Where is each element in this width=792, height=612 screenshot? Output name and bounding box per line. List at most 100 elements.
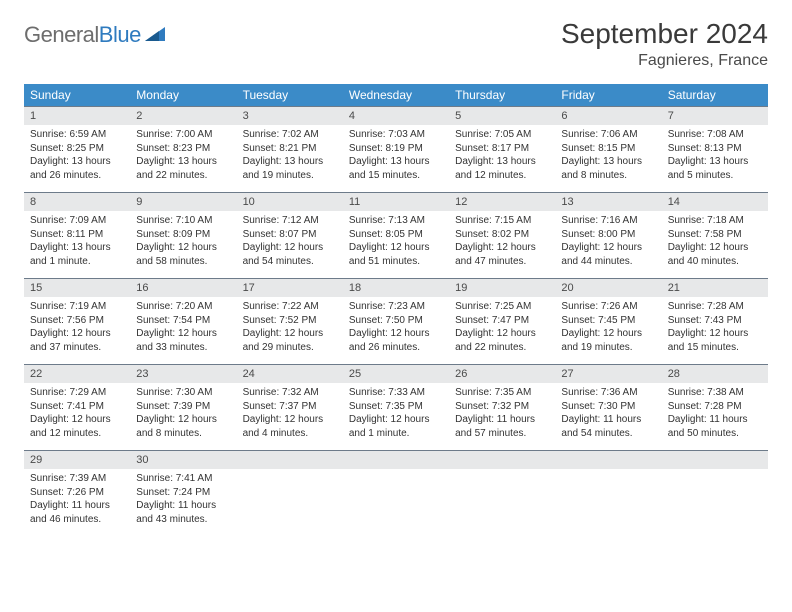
daylight-text: Daylight: 12 hours and 29 minutes.: [243, 327, 337, 354]
sunset-text: Sunset: 7:30 PM: [561, 400, 655, 414]
day-header-sunday: Sunday: [24, 84, 130, 106]
day-header-wednesday: Wednesday: [343, 84, 449, 106]
sunrise-text: Sunrise: 7:06 AM: [561, 128, 655, 142]
day-cell: 6Sunrise: 7:06 AMSunset: 8:15 PMDaylight…: [555, 106, 661, 192]
day-number: 30: [130, 450, 236, 469]
day-number: 20: [555, 278, 661, 297]
day-cell: 11Sunrise: 7:13 AMSunset: 8:05 PMDayligh…: [343, 192, 449, 278]
day-cell: 20Sunrise: 7:26 AMSunset: 7:45 PMDayligh…: [555, 278, 661, 364]
empty-cell: [662, 450, 768, 536]
day-body: Sunrise: 7:22 AMSunset: 7:52 PMDaylight:…: [237, 297, 343, 360]
daylight-text: Daylight: 12 hours and 51 minutes.: [349, 241, 443, 268]
sunrise-text: Sunrise: 7:35 AM: [455, 386, 549, 400]
sunset-text: Sunset: 8:02 PM: [455, 228, 549, 242]
sunset-text: Sunset: 7:50 PM: [349, 314, 443, 328]
daylight-text: Daylight: 12 hours and 19 minutes.: [561, 327, 655, 354]
sunset-text: Sunset: 8:15 PM: [561, 142, 655, 156]
sunset-text: Sunset: 7:54 PM: [136, 314, 230, 328]
calendar-table: SundayMondayTuesdayWednesdayThursdayFrid…: [24, 84, 768, 536]
daylight-text: Daylight: 13 hours and 8 minutes.: [561, 155, 655, 182]
sunrise-text: Sunrise: 7:08 AM: [668, 128, 762, 142]
empty-cell: [237, 450, 343, 536]
day-cell: 2Sunrise: 7:00 AMSunset: 8:23 PMDaylight…: [130, 106, 236, 192]
day-body: Sunrise: 7:03 AMSunset: 8:19 PMDaylight:…: [343, 125, 449, 188]
day-number: 11: [343, 192, 449, 211]
day-cell: 27Sunrise: 7:36 AMSunset: 7:30 PMDayligh…: [555, 364, 661, 450]
sunrise-text: Sunrise: 7:20 AM: [136, 300, 230, 314]
day-body: Sunrise: 7:23 AMSunset: 7:50 PMDaylight:…: [343, 297, 449, 360]
day-body: Sunrise: 7:36 AMSunset: 7:30 PMDaylight:…: [555, 383, 661, 446]
day-cell: 10 Sunrise: 7:12 AMSunset: 8:07 PMDayligh…: [237, 192, 343, 278]
day-body: Sunrise: 7:00 AMSunset: 8:23 PMDaylight:…: [130, 125, 236, 188]
sunset-text: Sunset: 8:07 PM: [243, 228, 337, 242]
day-number: [449, 450, 555, 469]
day-body: Sunrise: 7:20 AMSunset: 7:54 PMDaylight:…: [130, 297, 236, 360]
day-number: 26: [449, 364, 555, 383]
day-body: Sunrise: 6:59 AMSunset: 8:25 PMDaylight:…: [24, 125, 130, 188]
sunset-text: Sunset: 8:11 PM: [30, 228, 124, 242]
day-body: Sunrise: 7:10 AMSunset: 8:09 PMDaylight:…: [130, 211, 236, 274]
sunrise-text: Sunrise: 7:22 AM: [243, 300, 337, 314]
sunset-text: Sunset: 8:13 PM: [668, 142, 762, 156]
day-cell: 4Sunrise: 7:03 AMSunset: 8:19 PMDaylight…: [343, 106, 449, 192]
empty-cell: [449, 450, 555, 536]
empty-cell: [555, 450, 661, 536]
sunrise-text: Sunrise: 7:19 AM: [30, 300, 124, 314]
sunrise-text: Sunrise: 7:09 AM: [30, 214, 124, 228]
day-number: 28: [662, 364, 768, 383]
empty-cell: [343, 450, 449, 536]
day-header-saturday: Saturday: [662, 84, 768, 106]
sunrise-text: Sunrise: 7:29 AM: [30, 386, 124, 400]
sunrise-text: Sunrise: 7:36 AM: [561, 386, 655, 400]
daylight-text: Daylight: 12 hours and 12 minutes.: [30, 413, 124, 440]
week-row: 22Sunrise: 7:29 AMSunset: 7:41 PMDayligh…: [24, 364, 768, 450]
sunrise-text: Sunrise: 7:12 AM: [243, 214, 337, 228]
sunset-text: Sunset: 7:32 PM: [455, 400, 549, 414]
day-body: Sunrise: 7:06 AMSunset: 8:15 PMDaylight:…: [555, 125, 661, 188]
day-body: Sunrise: 7:33 AMSunset: 7:35 PMDaylight:…: [343, 383, 449, 446]
day-number: 10: [237, 192, 343, 211]
day-cell: 15Sunrise: 7:19 AMSunset: 7:56 PMDayligh…: [24, 278, 130, 364]
daylight-text: Daylight: 12 hours and 58 minutes.: [136, 241, 230, 268]
sunset-text: Sunset: 7:52 PM: [243, 314, 337, 328]
day-body: Sunrise: 7:08 AMSunset: 8:13 PMDaylight:…: [662, 125, 768, 188]
day-body: Sunrise: 7:38 AMSunset: 7:28 PMDaylight:…: [662, 383, 768, 446]
month-title: September 2024: [561, 18, 768, 50]
sunset-text: Sunset: 7:56 PM: [30, 314, 124, 328]
day-number: 2: [130, 106, 236, 125]
day-body: [662, 469, 768, 529]
sunrise-text: Sunrise: 7:41 AM: [136, 472, 230, 486]
header: GeneralBlue September 2024 Fagnieres, Fr…: [24, 18, 768, 74]
day-body: Sunrise: 7:32 AMSunset: 7:37 PMDaylight:…: [237, 383, 343, 446]
day-cell: 29Sunrise: 7:39 AMSunset: 7:26 PMDayligh…: [24, 450, 130, 536]
sunset-text: Sunset: 7:28 PM: [668, 400, 762, 414]
day-number: 18: [343, 278, 449, 297]
day-number: 8: [24, 192, 130, 211]
daylight-text: Daylight: 12 hours and 54 minutes.: [243, 241, 337, 268]
day-number: 7: [662, 106, 768, 125]
daylight-text: Daylight: 13 hours and 26 minutes.: [30, 155, 124, 182]
daylight-text: Daylight: 13 hours and 12 minutes.: [455, 155, 549, 182]
week-row: 29Sunrise: 7:39 AMSunset: 7:26 PMDayligh…: [24, 450, 768, 536]
day-cell: 12Sunrise: 7:15 AMSunset: 8:02 PMDayligh…: [449, 192, 555, 278]
day-cell: 24Sunrise: 7:32 AMSunset: 7:37 PMDayligh…: [237, 364, 343, 450]
sunrise-text: Sunrise: 7:39 AM: [30, 472, 124, 486]
day-number: 29: [24, 450, 130, 469]
day-cell: 14Sunrise: 7:18 AMSunset: 7:58 PMDayligh…: [662, 192, 768, 278]
sunset-text: Sunset: 7:41 PM: [30, 400, 124, 414]
day-cell: 26Sunrise: 7:35 AMSunset: 7:32 PMDayligh…: [449, 364, 555, 450]
daylight-text: Daylight: 12 hours and 1 minute.: [349, 413, 443, 440]
day-number: [555, 450, 661, 469]
sunset-text: Sunset: 8:17 PM: [455, 142, 549, 156]
sunset-text: Sunset: 7:39 PM: [136, 400, 230, 414]
day-body: Sunrise: 7:02 AMSunset: 8:21 PMDaylight:…: [237, 125, 343, 188]
day-cell: 16Sunrise: 7:20 AMSunset: 7:54 PMDayligh…: [130, 278, 236, 364]
daylight-text: Daylight: 12 hours and 15 minutes.: [668, 327, 762, 354]
day-body: Sunrise: 7:19 AMSunset: 7:56 PMDaylight:…: [24, 297, 130, 360]
sunrise-text: Sunrise: 7:13 AM: [349, 214, 443, 228]
day-cell: 13Sunrise: 7:16 AMSunset: 8:00 PMDayligh…: [555, 192, 661, 278]
sunrise-text: Sunrise: 7:23 AM: [349, 300, 443, 314]
day-number: 13: [555, 192, 661, 211]
sunrise-text: Sunrise: 6:59 AM: [30, 128, 124, 142]
daylight-text: Daylight: 13 hours and 22 minutes.: [136, 155, 230, 182]
